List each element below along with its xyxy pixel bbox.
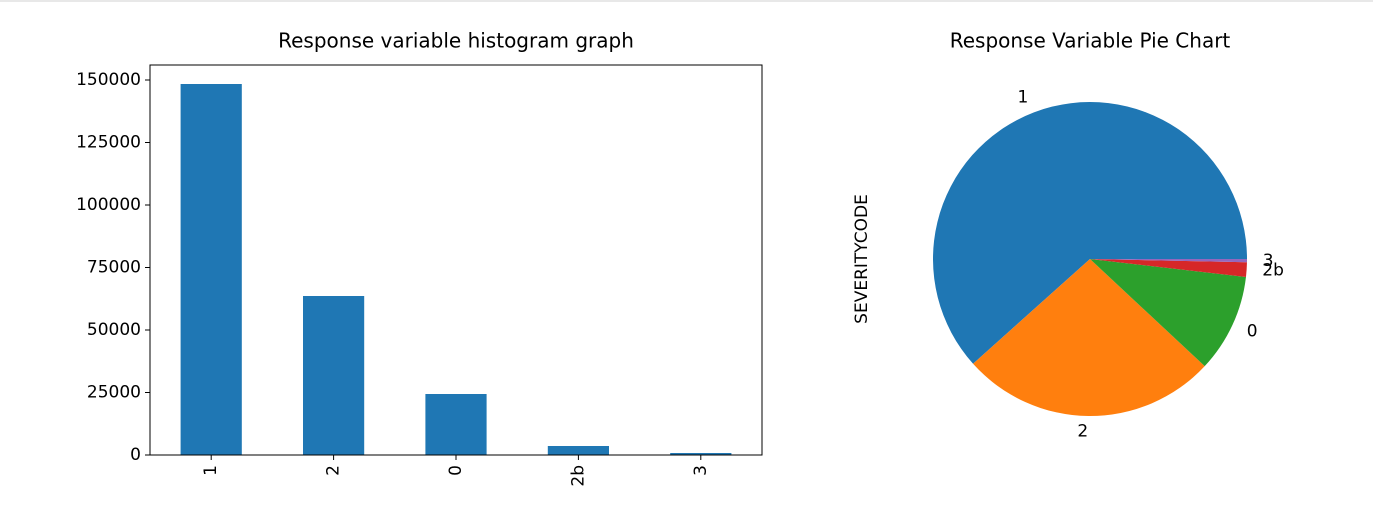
slice-label: 2	[1077, 422, 1088, 442]
pie-slice	[1090, 259, 1247, 277]
y-tick-label: 150000	[76, 70, 141, 90]
x-tick-label: 0	[446, 465, 466, 476]
slice-label: 2b	[1262, 261, 1284, 281]
chart-title: Response variable histogram graph	[278, 29, 634, 53]
axes-frame	[149, 64, 763, 456]
slice-label: 0	[1247, 321, 1258, 341]
slice-label: 1	[1017, 88, 1028, 108]
y-tick-label: 75000	[87, 258, 141, 278]
y-tick-label: 125000	[76, 133, 141, 153]
bar	[547, 446, 609, 455]
x-tick-label: 2	[324, 465, 344, 476]
x-tick-label: 1	[201, 465, 221, 476]
slice-label: 3	[1263, 251, 1274, 271]
pie-slice	[1090, 259, 1247, 263]
y-tick-label: 50000	[87, 320, 141, 340]
pie-slice	[973, 259, 1205, 417]
x-tick-label: 3	[691, 465, 711, 476]
y-tick-label: 100000	[76, 195, 141, 215]
y-tick-label: 25000	[87, 383, 141, 403]
bar	[670, 453, 732, 455]
bar	[425, 394, 487, 455]
y-tick-label: 0	[130, 445, 141, 465]
bar	[180, 84, 242, 455]
pie-slice	[1090, 259, 1246, 367]
x-tick-label: 2b	[568, 465, 588, 487]
chart-title: Response Variable Pie Chart	[950, 29, 1231, 53]
y-axis-label: SEVERITYCODE	[852, 194, 872, 324]
bar	[303, 296, 365, 455]
pie-slice	[932, 102, 1247, 364]
